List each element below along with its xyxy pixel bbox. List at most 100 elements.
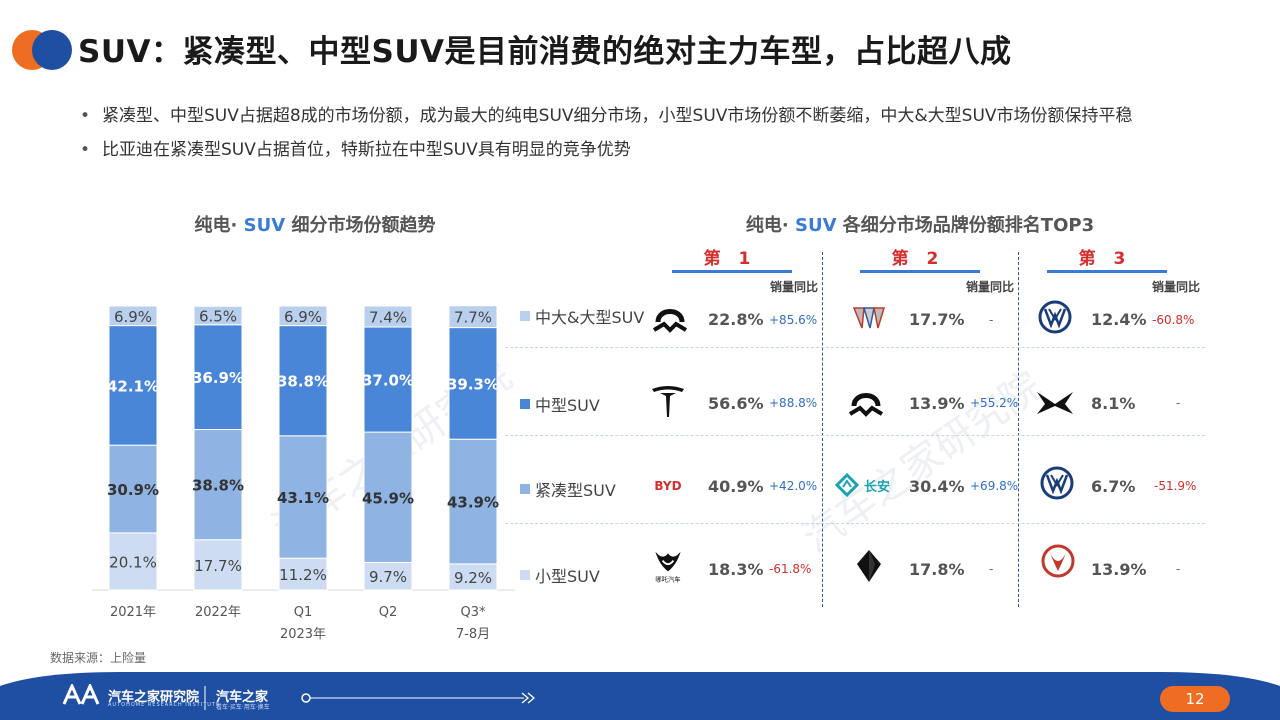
bar-segment <box>193 305 243 326</box>
bar-segment <box>363 326 413 433</box>
bullet-item: 紧凑型、中型SUV占据超8成的市场份额，成为最大的纯电SUV细分市场，小型SUV… <box>78 104 1208 128</box>
x-tick-label: 2022年 <box>195 605 241 620</box>
data-label: 17.7% <box>194 557 242 575</box>
footer-org-name: 汽车之家研究院 <box>108 690 200 705</box>
share-value: 18.3% <box>708 560 764 579</box>
rank-3-header: 第 3 <box>1078 249 1132 269</box>
share-value: 12.4% <box>1091 310 1147 329</box>
buick-icon <box>852 307 886 329</box>
footer-brand: 汽车之家 <box>216 690 269 705</box>
data-label: 9.2% <box>454 569 492 587</box>
bar-segment <box>448 327 498 440</box>
rank-2-header: 第 2 <box>891 249 945 269</box>
tesla-icon <box>652 386 684 417</box>
data-label: 43.9% <box>447 494 499 512</box>
column-divider <box>822 252 823 607</box>
share-value: 6.7% <box>1091 477 1136 496</box>
data-label: 45.9% <box>362 489 414 507</box>
svg-text:长安: 长安 <box>864 479 890 495</box>
yoy-header: 销量同比 <box>966 280 1015 294</box>
data-label: 38.8% <box>277 373 329 391</box>
changan-icon: 长安 <box>835 472 890 498</box>
data-label: 7.4% <box>369 309 407 327</box>
yoy-value: -61.8% <box>769 562 812 576</box>
yoy-header: 销量同比 <box>1152 280 1201 294</box>
bar-segment <box>193 324 243 431</box>
bar-segment <box>193 539 243 591</box>
data-label: 39.3% <box>447 375 499 393</box>
yoy-value: +42.0% <box>769 479 818 493</box>
data-label: 9.7% <box>369 568 407 586</box>
share-value: 17.7% <box>909 310 965 329</box>
bar-segment <box>108 532 158 591</box>
data-label: 20.1% <box>109 553 157 571</box>
legend-item-large-suv: 中大&大型SUV <box>520 304 644 328</box>
share-value: 13.9% <box>909 394 965 413</box>
share-value: 30.4% <box>909 477 965 496</box>
x-tick-sublabel: 2023年 <box>280 627 326 642</box>
row-divider <box>505 435 1205 436</box>
bar-segment <box>278 305 328 327</box>
dongfeng-icon <box>1041 544 1075 578</box>
bar-segment <box>278 435 328 559</box>
yoy-value: - <box>1176 562 1181 576</box>
legend-item-small-suv: 小型SUV <box>520 563 600 587</box>
share-value: 8.1% <box>1091 394 1136 413</box>
yoy-value: +69.8% <box>970 479 1019 493</box>
svg-text:哪吒汽车: 哪吒汽车 <box>655 574 680 583</box>
bar-segment <box>108 305 158 327</box>
bar-segment <box>193 429 243 541</box>
x-tick-label: Q1 <box>294 605 313 620</box>
yoy-value: - <box>989 313 994 327</box>
share-value: 40.9% <box>708 477 764 496</box>
data-label: 42.1% <box>107 377 159 395</box>
yoy-value: +55.2% <box>970 396 1019 410</box>
row-divider <box>505 523 1205 524</box>
footer-org-en: AUTOHOME RESEARCH INSTITUTE <box>108 702 221 708</box>
x-tick-label: Q2 <box>379 605 398 620</box>
legend-swatch <box>520 311 530 321</box>
yoy-value: - <box>989 562 994 576</box>
yoy-value: -51.9% <box>1154 479 1197 493</box>
legend-item-compact-suv: 紧凑型SUV <box>520 477 616 501</box>
page-number: 12 <box>1160 686 1230 712</box>
data-label: 38.8% <box>192 477 244 495</box>
svg-text:BYD: BYD <box>654 479 681 493</box>
bar-segment <box>363 305 413 328</box>
bar-segment <box>448 305 498 329</box>
byd-icon: BYD <box>654 479 681 493</box>
yoy-value: +88.8% <box>769 396 818 410</box>
data-source: 数据来源：上险量 <box>50 651 147 665</box>
rank-1-header: 第 1 <box>703 249 757 269</box>
yoy-header: 销量同比 <box>770 280 819 294</box>
legend-swatch <box>520 484 530 494</box>
legend-item-mid-suv: 中型SUV <box>520 392 600 416</box>
data-label: 43.1% <box>277 489 329 507</box>
share-value: 17.8% <box>909 560 965 579</box>
share-value: 13.9% <box>1091 560 1147 579</box>
volkswagen-icon <box>1038 300 1072 334</box>
data-label: 6.9% <box>114 308 152 326</box>
x-tick-sublabel: 7-8月 <box>456 627 490 642</box>
x-tick-label: 2021年 <box>110 605 156 620</box>
data-label: 6.5% <box>199 308 237 326</box>
bar-segment <box>278 325 328 437</box>
bar-segment <box>363 561 413 591</box>
title-logo-icon <box>12 30 72 70</box>
footer-brand-slogan: 看车·买车·用车·换车 <box>216 704 270 711</box>
row-divider <box>505 347 1205 348</box>
bullet-item: 比亚迪在紧凑型SUV占据首位，特斯拉在中型SUV具有明显的竞争优势 <box>78 138 1208 162</box>
bar-segment <box>278 557 328 591</box>
rank-3-underline <box>1047 270 1167 273</box>
data-label: 11.2% <box>279 566 327 584</box>
share-value: 56.6% <box>708 394 764 413</box>
yoy-value: - <box>1176 396 1181 410</box>
bar-segment <box>108 325 158 446</box>
nio-icon <box>848 393 884 417</box>
data-label: 6.9% <box>284 308 322 326</box>
yoy-value: -60.8% <box>1152 313 1195 327</box>
share-value: 22.8% <box>708 310 764 329</box>
footer-bar <box>0 672 1280 720</box>
ranking-subtitle: 纯电· SUV 各细分市场品牌份额排名TOP3 <box>745 215 1095 236</box>
